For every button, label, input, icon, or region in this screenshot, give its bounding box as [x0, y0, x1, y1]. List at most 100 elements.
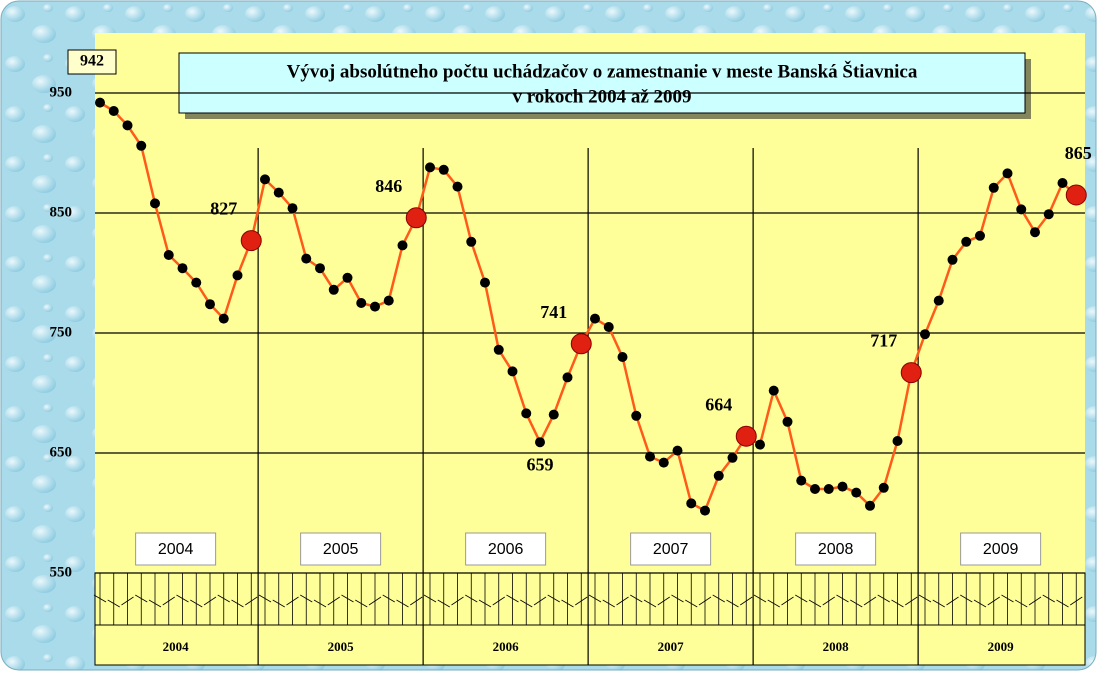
value-label: 659 — [527, 454, 554, 474]
value-label: 827 — [210, 199, 237, 219]
month-tick — [712, 594, 725, 603]
data-point — [1043, 209, 1054, 220]
month-tick — [575, 596, 588, 606]
month-tick — [973, 599, 987, 608]
data-point — [232, 270, 243, 281]
y-tick-label: 850 — [50, 204, 73, 220]
data-point — [1030, 227, 1040, 238]
data-point — [95, 97, 105, 108]
month-tick — [588, 594, 602, 603]
year-box — [135, 532, 217, 566]
data-point — [631, 410, 642, 421]
month-tick — [1001, 594, 1014, 603]
data-point — [108, 106, 119, 116]
year-box-label: 2008 — [818, 541, 854, 558]
y-tick-label: 650 — [50, 444, 73, 460]
chart-title: Vývoj absolútneho počtu uchádzačov o zam… — [287, 60, 918, 82]
data-point — [837, 481, 848, 492]
year-box — [795, 532, 877, 566]
month-tick — [1015, 599, 1028, 608]
data-point — [617, 352, 628, 362]
data-point — [507, 366, 518, 377]
data-point — [301, 253, 312, 264]
data-point — [865, 500, 875, 511]
year-box-label: 2005 — [323, 541, 359, 558]
data-point — [1016, 204, 1027, 215]
month-tick — [272, 599, 285, 608]
data-point — [493, 344, 504, 355]
month-tick — [630, 594, 643, 603]
month-tick — [245, 596, 258, 606]
x-tick-label: 2008 — [823, 639, 850, 654]
highlight-point — [900, 362, 922, 384]
x-tick-label: 2009 — [988, 639, 1015, 654]
x-tick-label: 2007 — [658, 639, 685, 654]
data-point — [920, 329, 930, 340]
month-tick — [176, 594, 189, 603]
month-tick — [877, 594, 890, 603]
value-label: 865 — [1065, 143, 1092, 163]
month-tick — [492, 596, 505, 606]
month-tick — [231, 599, 244, 608]
month-tick — [905, 596, 918, 606]
data-point — [356, 298, 367, 308]
data-point — [548, 409, 559, 420]
month-tick — [341, 594, 354, 603]
month-tick — [918, 594, 932, 603]
month-tick — [355, 599, 368, 608]
data-point — [768, 385, 779, 396]
month-tick — [478, 599, 492, 608]
month-tick — [726, 599, 739, 608]
month-tick — [121, 596, 134, 606]
data-point — [947, 254, 958, 265]
data-point — [383, 295, 394, 306]
data-point — [686, 498, 697, 509]
year-box — [960, 532, 1042, 566]
month-tick — [643, 599, 657, 608]
month-tick — [987, 596, 1000, 606]
data-point — [658, 457, 669, 468]
month-tick — [1056, 599, 1069, 608]
month-tick — [520, 599, 533, 608]
month-tick — [822, 596, 835, 606]
data-point — [521, 408, 532, 419]
y-tick-label: 750 — [50, 324, 73, 340]
data-point — [755, 439, 765, 450]
highlight-point — [735, 425, 757, 447]
data-point — [645, 451, 655, 462]
x-tick-label: 2004 — [163, 639, 190, 654]
data-point — [796, 475, 807, 486]
highlight-point — [405, 207, 427, 229]
month-tick — [533, 596, 547, 606]
month-tick — [932, 599, 945, 608]
value-label: 717 — [870, 331, 897, 351]
month-tick — [93, 594, 107, 603]
month-tick — [396, 599, 409, 608]
year-box — [465, 532, 547, 566]
month-tick — [850, 599, 863, 608]
data-point — [961, 236, 972, 247]
data-point — [328, 284, 339, 295]
month-tick — [286, 596, 299, 606]
data-point — [823, 484, 834, 494]
month-tick — [781, 596, 794, 606]
month-tick — [313, 599, 327, 608]
data-point — [1057, 178, 1068, 188]
month-tick — [451, 596, 464, 606]
data-point — [672, 445, 683, 456]
month-tick — [602, 599, 615, 608]
highlight-point — [570, 333, 592, 355]
x-tick-label: 2006 — [493, 639, 520, 654]
data-point — [782, 416, 793, 427]
month-tick — [698, 596, 712, 606]
month-tick — [368, 596, 382, 606]
month-tick — [616, 596, 629, 606]
value-label: 741 — [540, 302, 567, 322]
year-box-label: 2009 — [983, 541, 1019, 558]
data-point — [273, 187, 284, 198]
month-tick — [203, 596, 217, 606]
highlight-point — [240, 230, 262, 252]
category-band — [94, 572, 1086, 666]
month-tick — [1028, 596, 1042, 606]
